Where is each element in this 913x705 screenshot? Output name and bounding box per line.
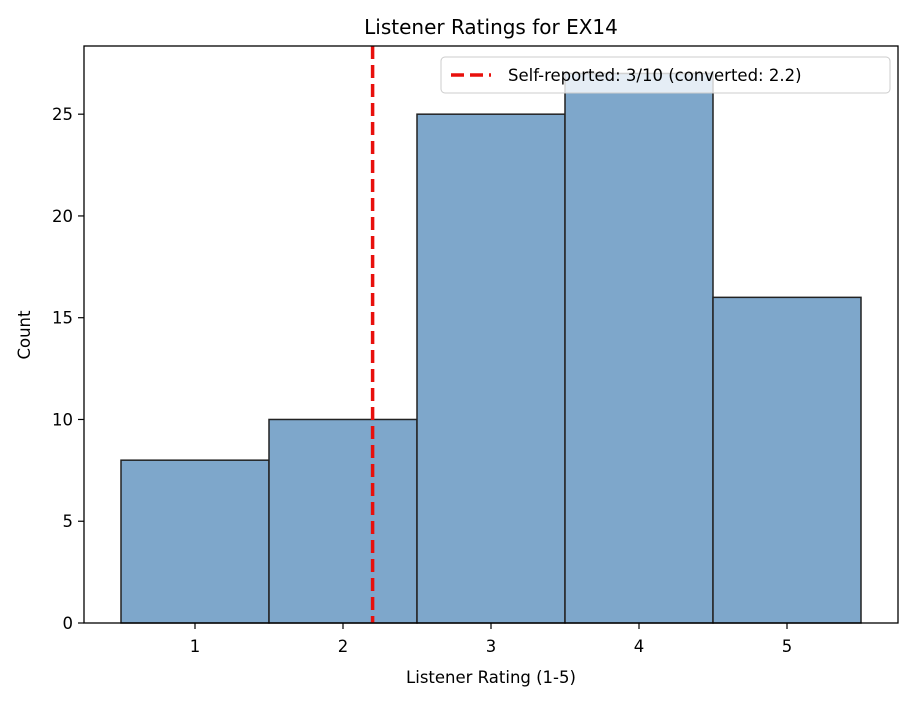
plot-area: 1 2 3 4 5 0 5 10 15 20 25 Self-reported: 3/10 (conv… bbox=[52, 45, 899, 656]
y-tick-label: 10 bbox=[52, 410, 73, 429]
axes-frame bbox=[83, 45, 899, 624]
x-tick-label: 2 bbox=[338, 637, 349, 656]
y-tick-label: 25 bbox=[52, 105, 73, 124]
histogram-bar bbox=[120, 459, 270, 624]
y-tick-label: 15 bbox=[52, 309, 73, 328]
x-axis-label: Listener Rating (1-5) bbox=[406, 668, 576, 687]
x-tick-label: 5 bbox=[782, 637, 793, 656]
y-tick-label: 5 bbox=[63, 512, 74, 531]
legend-label: Self-reported: 3/10 (converted: 2.2) bbox=[508, 66, 802, 85]
y-axis-label: Count bbox=[15, 310, 34, 360]
y-tick-label: 0 bbox=[63, 614, 74, 633]
legend-box bbox=[440, 56, 891, 94]
chart-title: Listener Ratings for EX14 bbox=[364, 15, 618, 39]
histogram-bar bbox=[712, 296, 862, 624]
histogram-bar bbox=[268, 418, 418, 624]
x-tick-label: 1 bbox=[190, 637, 201, 656]
histogram-bar bbox=[416, 113, 566, 624]
x-tick-label: 4 bbox=[634, 637, 645, 656]
x-tick-label: 3 bbox=[486, 637, 497, 656]
y-tick-label: 20 bbox=[52, 207, 73, 226]
histogram-bar bbox=[564, 72, 714, 624]
